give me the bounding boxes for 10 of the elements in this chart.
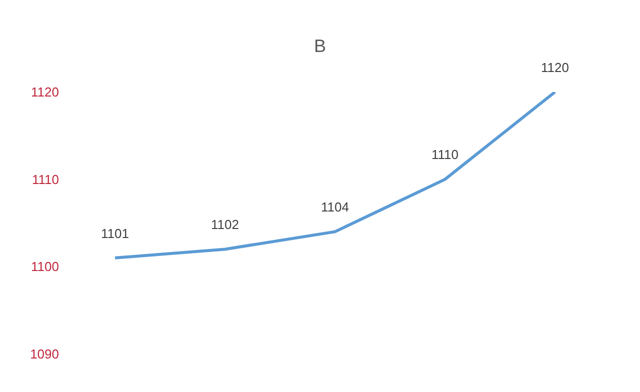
- y-tick-label: 1100: [31, 259, 59, 274]
- y-tick-label: 1090: [30, 346, 59, 362]
- y-tick-label: 1110: [32, 172, 59, 187]
- y-tick-label: 1120: [31, 84, 59, 100]
- data-label: 1101: [101, 226, 129, 241]
- data-label: 1120: [541, 60, 569, 75]
- chart-title: B: [314, 36, 326, 56]
- data-label: 1102: [211, 217, 239, 232]
- data-label: 1110: [432, 147, 458, 162]
- data-label: 1104: [321, 200, 349, 215]
